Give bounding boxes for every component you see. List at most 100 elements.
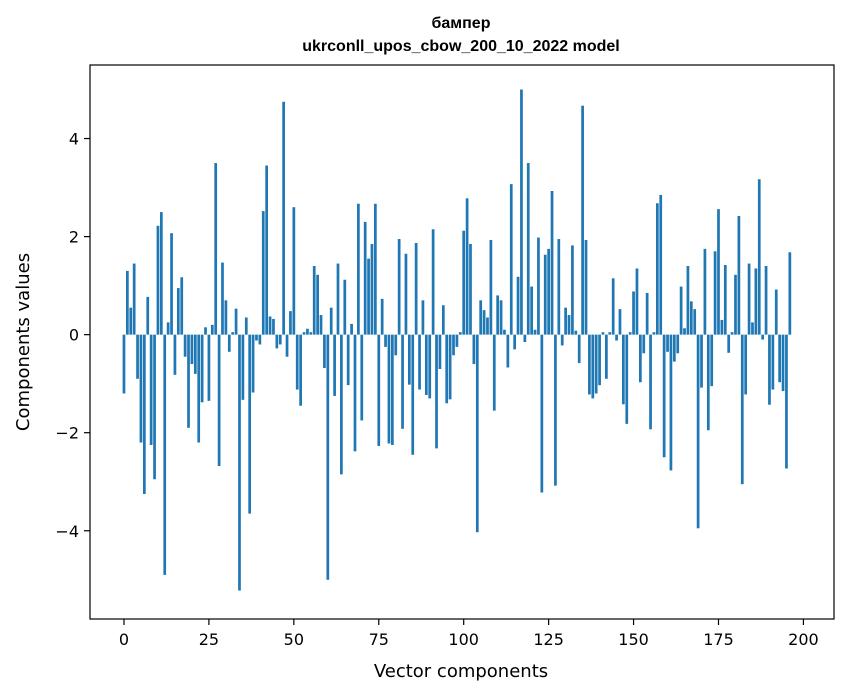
bar: [156, 225, 160, 335]
bar: [455, 334, 459, 347]
bar: [258, 334, 262, 345]
bar: [333, 334, 336, 396]
bar: [282, 101, 285, 335]
bar: [193, 334, 197, 374]
bar: [689, 301, 693, 335]
bar: [153, 334, 156, 480]
bar: [295, 334, 299, 390]
bar: [319, 315, 323, 335]
bar: [367, 258, 370, 335]
y-tick-label: −2: [55, 424, 79, 443]
bar: [608, 332, 612, 335]
bar: [757, 179, 761, 335]
bar: [700, 334, 703, 388]
bar: [672, 334, 676, 362]
bar: [407, 334, 411, 385]
bar: [340, 334, 343, 475]
bar: [778, 334, 781, 383]
bar: [649, 334, 652, 430]
bar: [543, 254, 547, 335]
bar: [441, 305, 445, 335]
bar: [588, 334, 591, 395]
bar: [679, 286, 683, 335]
bar: [394, 334, 398, 356]
bar: [537, 237, 540, 335]
bar: [289, 311, 292, 335]
bar: [173, 334, 177, 375]
bar: [788, 252, 792, 335]
bar: [224, 300, 228, 335]
bar: [418, 334, 421, 390]
bar: [710, 334, 714, 387]
bar: [126, 270, 129, 335]
bar: [143, 334, 146, 494]
bar: [713, 251, 717, 335]
bar: [482, 310, 486, 335]
bar: [693, 309, 697, 335]
bar: [550, 191, 554, 335]
bar: [655, 203, 659, 335]
bar: [717, 209, 720, 335]
bar: [227, 334, 231, 352]
bar: [210, 324, 214, 335]
bar: [669, 334, 673, 471]
bar: [567, 315, 571, 335]
bar: [329, 307, 333, 335]
bar: [176, 288, 180, 335]
bar: [666, 334, 669, 352]
bar: [598, 334, 601, 386]
bar: [625, 334, 629, 424]
bar: [584, 240, 588, 335]
bar: [577, 334, 581, 364]
bar: [251, 334, 255, 393]
chart-title: бампер: [432, 15, 491, 32]
bar: [686, 266, 690, 335]
bar: [605, 334, 608, 379]
bar: [122, 334, 126, 394]
bar: [424, 334, 428, 395]
bar: [513, 334, 517, 350]
bar: [207, 334, 211, 401]
bar: [547, 248, 550, 335]
chart-subtitle: ukrconll_upos_cbow_200_10_2022 model: [302, 38, 619, 55]
bar: [523, 334, 527, 342]
bar: [241, 334, 245, 400]
bar: [486, 317, 489, 335]
bar: [560, 334, 564, 346]
y-axis-ticks: −4 −2 0 2 4: [55, 130, 90, 541]
bar: [574, 330, 578, 335]
bar: [292, 207, 296, 335]
bar: [581, 105, 584, 335]
bar: [645, 292, 649, 335]
plot-area-frame: [89, 64, 835, 620]
bar: [431, 229, 435, 335]
bar: [159, 212, 163, 335]
y-tick-label: 2: [69, 228, 79, 247]
bar: [285, 334, 289, 357]
bar: [472, 334, 476, 365]
bar: [591, 334, 595, 399]
bar: [509, 184, 513, 335]
bar: [323, 334, 326, 368]
bar: [744, 334, 748, 395]
bar: [132, 263, 136, 335]
x-axis-label: Vector components: [374, 661, 548, 682]
bar: [747, 263, 751, 335]
bar: [299, 334, 302, 406]
bar: [557, 239, 561, 335]
bar: [231, 332, 235, 335]
bar: [781, 334, 785, 392]
bar: [421, 300, 425, 335]
bar: [414, 242, 418, 335]
bar: [458, 332, 462, 335]
bar: [275, 334, 279, 349]
x-tick-label: 150: [618, 630, 649, 649]
bar: [734, 274, 737, 335]
bar: [360, 334, 364, 421]
y-tick-label: 0: [69, 326, 79, 345]
bar: [506, 334, 510, 368]
bar: [751, 322, 754, 335]
bar: [435, 334, 438, 449]
bar: [662, 334, 666, 458]
bar: [727, 334, 731, 353]
